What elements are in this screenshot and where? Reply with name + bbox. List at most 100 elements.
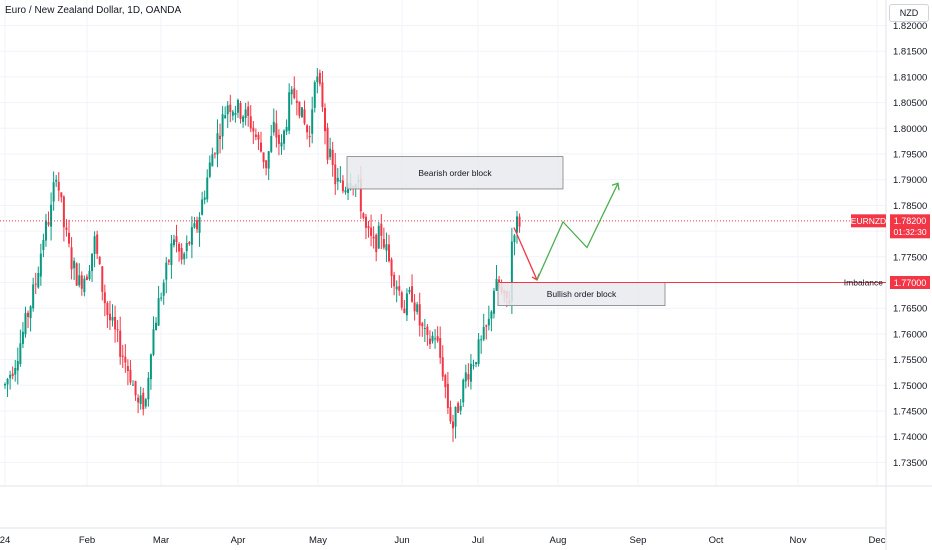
candle-body	[160, 297, 163, 299]
candle-body	[516, 216, 518, 233]
candle	[362, 212, 365, 220]
candle	[190, 216, 193, 259]
candle-body	[211, 154, 214, 167]
candle-body	[57, 181, 60, 191]
candle-body	[339, 180, 342, 182]
candle-body	[224, 115, 227, 119]
candle	[62, 195, 65, 242]
candle	[285, 119, 288, 135]
price-tick-label: 1.80500	[893, 98, 927, 109]
candle-body	[75, 263, 78, 286]
time-axis[interactable]: 24 Feb Mar Apr May Jun Jul Aug Sep Oct Nov Dec	[0, 535, 886, 546]
candle-body	[73, 260, 76, 269]
candle-body	[178, 243, 181, 252]
time-tick-label: Oct	[709, 535, 724, 546]
candle-body	[119, 330, 122, 357]
candle-body	[231, 111, 234, 116]
candle-body	[329, 148, 332, 158]
candle-body	[280, 142, 283, 147]
candle-body	[226, 105, 229, 115]
candle-body	[492, 290, 495, 314]
candle	[160, 292, 163, 302]
candle	[124, 344, 127, 373]
candle	[375, 233, 378, 262]
candle-body	[96, 234, 99, 254]
candle-body	[518, 216, 521, 227]
candle	[14, 359, 17, 382]
candle-body	[485, 325, 488, 327]
candle-body	[106, 302, 109, 316]
candle	[34, 272, 37, 295]
candle-body	[111, 316, 114, 321]
candle	[188, 240, 191, 246]
candle	[411, 274, 414, 303]
candle	[288, 83, 291, 135]
price-tick-label: 1.75000	[893, 381, 927, 392]
projection-arrows[interactable]	[513, 182, 620, 281]
candle	[434, 329, 437, 349]
candle	[9, 370, 12, 390]
candle-body	[495, 278, 498, 291]
time-tick-label: May	[309, 535, 327, 546]
candle	[134, 380, 137, 401]
candle	[175, 224, 178, 253]
candle-body	[277, 134, 280, 144]
candle-body	[16, 361, 19, 371]
candle-body	[42, 240, 45, 251]
candle-body	[98, 257, 101, 264]
candle-body	[229, 104, 232, 113]
candle-body	[34, 283, 37, 285]
candle	[390, 257, 393, 288]
candle-body	[132, 384, 134, 386]
candle	[428, 330, 431, 350]
candle-body	[21, 331, 24, 344]
candle	[16, 347, 19, 385]
candle	[421, 321, 424, 337]
time-tick-label: Feb	[79, 535, 95, 546]
candle-body	[152, 329, 155, 355]
candle	[329, 137, 332, 161]
candle-body	[423, 328, 426, 330]
bearish-order-block[interactable]: Bearish order block	[346, 156, 564, 190]
candle-body	[37, 273, 40, 288]
price-axis[interactable]: 1.82000 1.81500 1.81000 1.80500 1.80000 1.795…	[893, 21, 927, 469]
bullish-order-block[interactable]: Bullish order block	[497, 282, 666, 307]
candle-body	[236, 99, 239, 113]
candle-body	[244, 109, 247, 119]
candle	[229, 94, 232, 123]
candle-body	[144, 399, 147, 407]
candle	[449, 400, 452, 424]
candle	[55, 175, 58, 187]
candle	[147, 372, 150, 407]
candle	[114, 305, 117, 343]
candle	[226, 101, 229, 128]
candle-body	[331, 149, 334, 166]
candle	[262, 152, 265, 169]
candle	[403, 300, 406, 314]
currency-button[interactable]: NZD	[889, 4, 929, 22]
candle-body	[413, 302, 416, 312]
candle-body	[29, 306, 32, 319]
candle-body	[308, 135, 311, 138]
candle-body	[14, 368, 17, 375]
zone-label: Bullish order block	[547, 289, 617, 299]
candle-body	[162, 282, 165, 296]
candle-body	[39, 253, 42, 277]
candle	[234, 105, 237, 123]
candle	[103, 284, 106, 317]
candle-body	[288, 92, 291, 131]
candle-body	[467, 374, 470, 380]
candle-body	[147, 377, 150, 400]
up-arrow-head	[611, 182, 620, 191]
candle	[277, 129, 280, 156]
candle	[370, 214, 373, 247]
candle-body	[47, 222, 50, 225]
candle	[75, 262, 78, 286]
candle-body	[196, 220, 198, 230]
candle-body	[362, 213, 365, 218]
candle	[426, 324, 429, 346]
candle	[477, 333, 480, 367]
candle-body	[50, 204, 53, 227]
candle	[265, 159, 268, 176]
